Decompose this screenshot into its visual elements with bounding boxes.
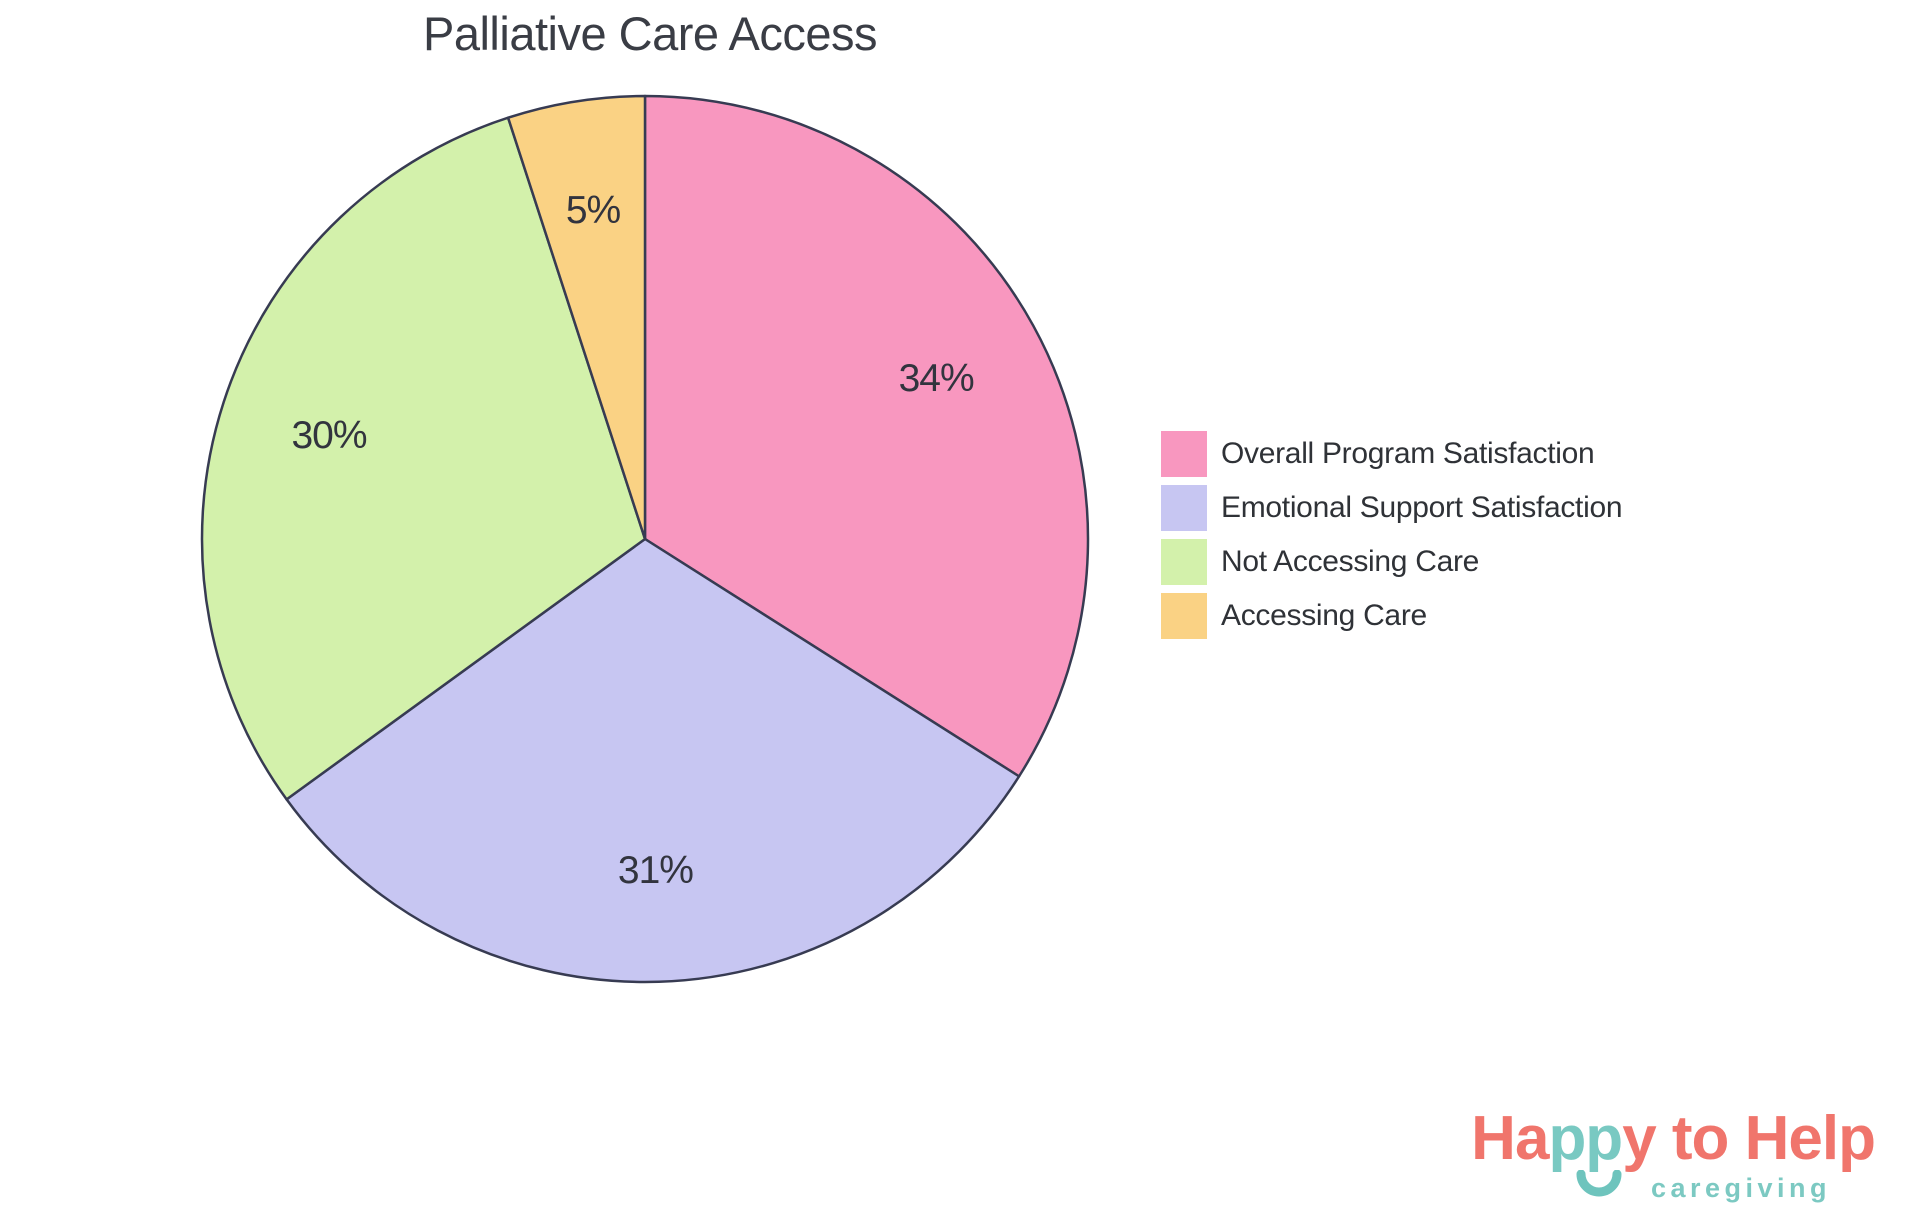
logo-text-part1: Ha (1471, 1104, 1549, 1173)
logo-tagline: caregiving (1650, 1173, 1831, 1204)
chart-title: Palliative Care Access (423, 7, 877, 60)
legend-swatch-0 (1161, 431, 1207, 477)
legend-item-0: Overall Program Satisfaction (1161, 431, 1622, 477)
pie-slice-1 (285, 537, 1021, 984)
smile-icon (1576, 1170, 1622, 1197)
legend-swatch-1 (1161, 485, 1207, 531)
pie-slice-3 (506, 94, 647, 541)
pie-slice-percentage-1: 31% (617, 849, 694, 893)
pie-slice-2 (200, 116, 647, 801)
pie-slice-0 (643, 94, 1090, 778)
legend-swatch-2 (1161, 539, 1207, 585)
logo-text-part3: y to Help (1622, 1104, 1876, 1173)
logo-text-part2: pp (1548, 1104, 1623, 1173)
legend-item-1: Emotional Support Satisfaction (1161, 485, 1623, 531)
brand-logo: Happy to Help caregiving (1471, 1104, 1876, 1204)
legend-swatch-3 (1161, 593, 1207, 639)
legend-label-3: Accessing Care (1221, 599, 1427, 632)
logo-wordmark: Happy to Help (1471, 1104, 1876, 1173)
legend-label-0: Overall Program Satisfaction (1221, 437, 1595, 470)
pie-slice-percentage-3: 5% (565, 188, 621, 232)
legend-label-1: Emotional Support Satisfaction (1221, 491, 1623, 524)
legend: Overall Program Satisfaction Emotional Su… (1161, 431, 1623, 647)
legend-label-2: Not Accessing Care (1221, 545, 1480, 578)
pie-slice-percentage-0: 34% (898, 356, 975, 400)
legend-item-3: Accessing Care (1161, 593, 1622, 639)
pie-slice-percentage-2: 30% (291, 414, 367, 458)
legend-item-2: Not Accessing Care (1161, 539, 1622, 585)
